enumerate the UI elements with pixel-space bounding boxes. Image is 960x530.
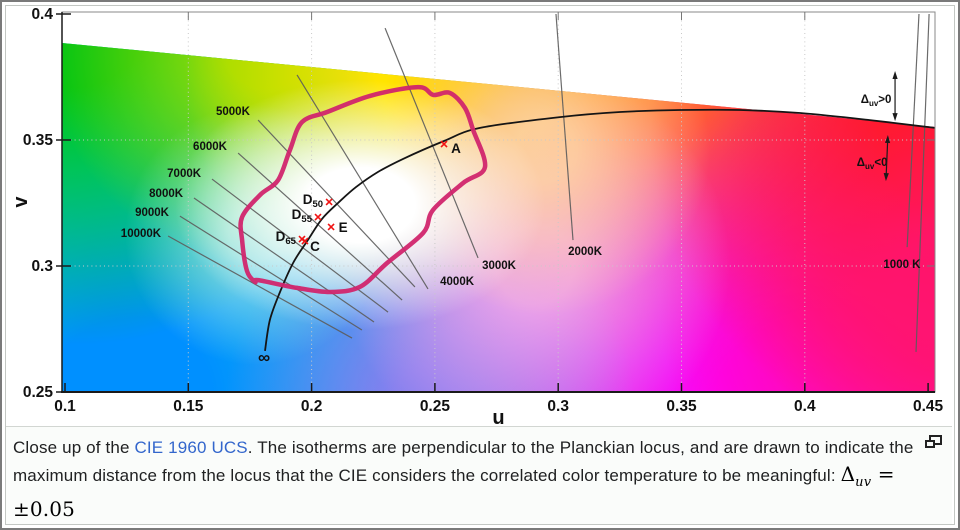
temperature-label-4000k: 4000K [440,276,475,288]
x-tick-label: 0.45 [913,398,944,415]
isotherm-line-3000k [384,27,479,259]
caption-text-start: Close up of the [13,438,135,457]
enlarge-icon-front-square [925,440,935,448]
illuminant-label-a: A [451,141,461,156]
delta-uv-annotation-positive: Δuv>0 [861,94,892,108]
x-tick-label: 0.15 [173,398,204,415]
illuminant-marker-a [440,140,448,148]
temperature-label-2000k: 2000K [568,246,603,258]
temperature-label-9000k: 9000K [135,207,170,219]
thumb-frame [5,5,955,525]
arrowhead [892,70,898,79]
isotherm-line-1000k [906,13,920,248]
plot-frame [61,11,936,393]
illuminant-marker-e [327,223,335,231]
cie-1960-ucs-chart: 5000K 6000K 7000K 8000K 9000K 10000K 4000K 3000… [10,6,944,429]
isotherm-line-10000k [167,235,353,339]
isotherm-line-9000k [179,215,363,331]
arrowhead [883,172,889,182]
isotherm-line-2000k [555,13,574,241]
illuminant-label-d50: D50 [303,192,323,210]
isotherm-line-8000k [193,197,375,323]
delta-uv-arrow [885,138,889,178]
isotherm-line-7000k [211,178,389,313]
y-tick-label: 0.4 [31,6,53,23]
y-tick-label: 0.35 [23,132,54,149]
illuminant-label-c: C [310,239,320,254]
illuminant-marker-d65 [298,235,306,243]
x-tick-label: 0.4 [794,398,816,415]
x-axis-label: u [492,407,504,429]
cct-region-contour [238,84,488,295]
temperature-label-10000k: 10000K [121,228,162,240]
x-tick-label: 0.25 [420,398,451,415]
illuminant-marker-d55 [314,213,322,221]
delta-uv-annotation-negative: Δuv<0 [857,157,888,171]
x-tick-label: 0.1 [54,398,76,415]
formula-value: = ±0.05 [13,462,895,521]
delta-uv-formula: Δuv = ±0.05 [13,462,895,521]
x-tick-label: 0.2 [301,398,323,415]
temperature-label-7000k: 7000K [167,168,202,180]
illuminant-marker-d50 [325,198,333,206]
x-tick-label: 0.3 [547,398,569,415]
formula-subscript: uv [855,475,872,490]
planckian-locus-curve [264,108,936,352]
formula-delta: Δ [840,462,856,486]
temperature-label-6000k: 6000K [193,141,228,153]
temperature-label-5000k: 5000K [216,106,251,118]
y-tick-label: 0.3 [31,258,53,275]
y-tick-label: 0.25 [23,384,54,401]
temperature-label-8000k: 8000K [149,188,184,200]
y-axis-label: v [10,196,32,208]
illuminant-label-d55: D55 [292,207,313,225]
illuminant-label-e: E [339,220,348,235]
temperature-label-3000k: 3000K [482,260,517,272]
enlarge-icon[interactable] [925,435,942,448]
chart-overlay: 5000K 6000K 7000K 8000K 9000K 10000K 4000K 3000… [10,6,944,429]
arrowhead [884,134,891,144]
cie-1960-ucs-link[interactable]: CIE 1960 UCS [134,438,248,457]
isotherm-line-6000k [237,152,403,301]
illuminant-label-d65: D65 [276,229,297,247]
temperature-label-1000k: 1000 K [883,259,921,271]
figure-caption: Close up of the CIE 1960 UCS. The isothe… [6,426,952,524]
arrowhead [892,113,898,122]
caption-text: Close up of the CIE 1960 UCS. The isothe… [13,434,942,524]
x-tick-label: 0.35 [666,398,697,415]
infinity-label: ∞ [258,348,270,367]
isotherm-line-1000k [915,13,930,352]
caption-text-middle: . The isotherms are perpendicular to the… [13,438,914,485]
